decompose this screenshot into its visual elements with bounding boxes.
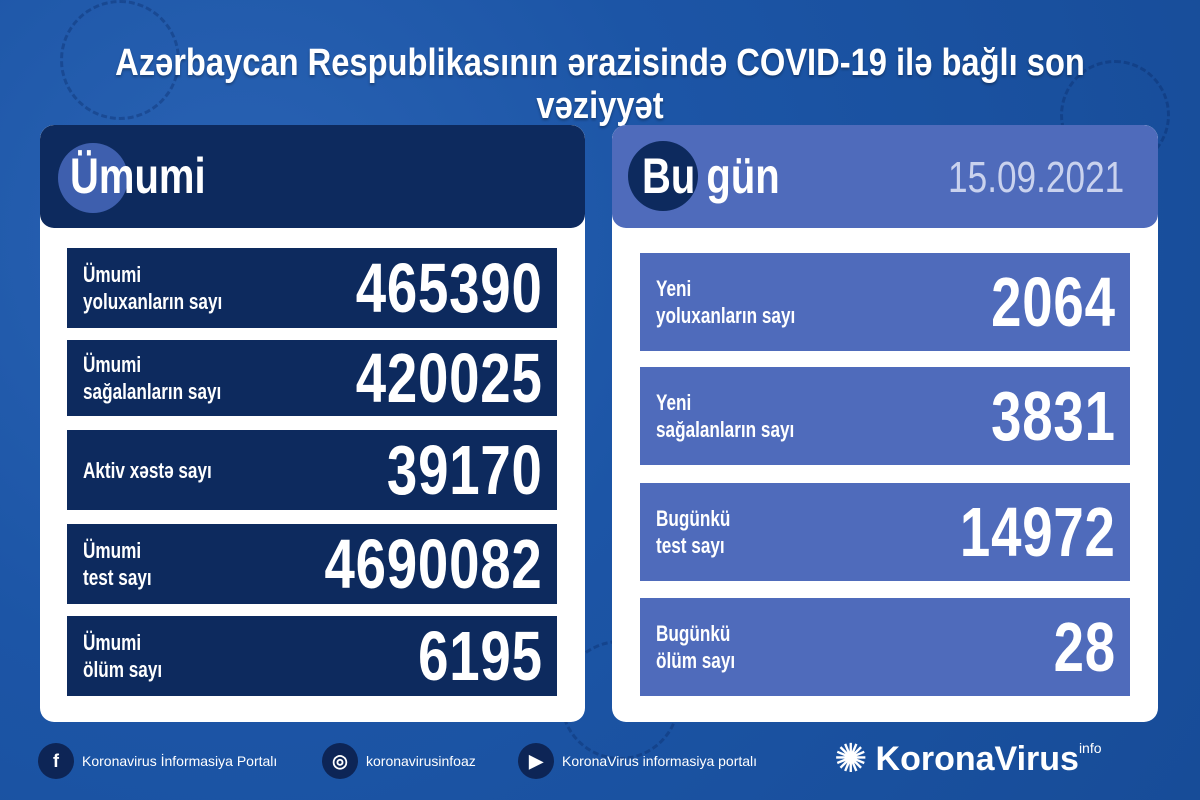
total-header-title: Ümumi	[70, 148, 206, 204]
stat-row: Yeni yoluxanların sayı 2064	[640, 253, 1130, 351]
stat-label: Yeni yoluxanların sayı	[656, 276, 796, 328]
sun-virus-icon: ✺	[834, 737, 868, 781]
koronavirus-logo: ✺ KoronaVirus info	[834, 736, 1102, 782]
total-panel: Ümumi Ümumi yoluxanların sayı 465390 Ümum…	[40, 125, 585, 722]
report-date: 15.09.2021	[947, 153, 1124, 202]
youtube-icon: ▶	[518, 743, 554, 779]
stat-value: 39170	[387, 431, 543, 509]
stat-value: 4690082	[324, 525, 543, 603]
facebook-link[interactable]: f Koronavirus İnformasiya Portalı	[38, 736, 277, 786]
stat-value: 6195	[418, 617, 543, 695]
youtube-link[interactable]: ▶ KoronaVirus informasiya portalı	[518, 736, 757, 786]
stat-label: Ümumi yoluxanların sayı	[83, 262, 223, 314]
stat-label: Ümumi sağalanların sayı	[83, 352, 222, 404]
stat-label: Bugünkü test sayı	[656, 506, 731, 558]
stat-row: Bugünkü test sayı 14972	[640, 483, 1130, 581]
stat-label: Yeni sağalanların sayı	[656, 390, 795, 442]
total-header: Ümumi	[40, 125, 585, 228]
stat-row: Bugünkü ölüm sayı 28	[640, 598, 1130, 696]
virus-icon	[58, 143, 128, 213]
instagram-icon: ◎	[322, 743, 358, 779]
stat-value: 465390	[356, 249, 543, 327]
today-panel: Bu gün 15.09.2021 Yeni yoluxanların sayı…	[612, 125, 1158, 722]
stat-row: Ümumi ölüm sayı 6195	[67, 616, 557, 696]
stat-row: Ümumi yoluxanların sayı 465390	[67, 248, 557, 328]
facebook-label: Koronavirus İnformasiya Portalı	[82, 753, 278, 769]
virus-decoration-icon	[60, 0, 180, 120]
virus-icon	[628, 141, 698, 211]
logo-text: KoronaVirus	[875, 739, 1079, 778]
stat-row: Ümumi test sayı 4690082	[67, 524, 557, 604]
stat-label: Bugünkü ölüm sayı	[656, 621, 736, 673]
stat-value: 14972	[960, 493, 1116, 571]
stat-row: Ümumi sağalanların sayı 420025	[67, 339, 557, 417]
today-header: Bu gün 15.09.2021	[612, 125, 1158, 228]
facebook-icon: f	[38, 743, 74, 779]
logo-sup: info	[1078, 740, 1102, 756]
stat-label: Aktiv xəstə sayı	[83, 457, 212, 483]
stat-row: Yeni sağalanların sayı 3831	[640, 367, 1130, 465]
instagram-label: koronavirusinfoaz	[366, 753, 476, 769]
instagram-link[interactable]: ◎ koronavirusinfoaz	[322, 736, 476, 786]
stat-label: Ümumi ölüm sayı	[83, 630, 163, 682]
page-title: Azərbaycan Respublikasının ərazisində CO…	[115, 42, 1085, 127]
stat-value: 28	[1053, 608, 1116, 686]
today-header-title: Bu gün	[642, 148, 780, 204]
youtube-label: KoronaVirus informasiya portalı	[562, 753, 758, 769]
stat-label: Ümumi test sayı	[83, 538, 152, 590]
stat-value: 2064	[991, 263, 1116, 341]
stat-value: 3831	[991, 377, 1116, 455]
stat-value: 420025	[356, 339, 543, 417]
stat-row: Aktiv xəstə sayı 39170	[67, 430, 557, 510]
